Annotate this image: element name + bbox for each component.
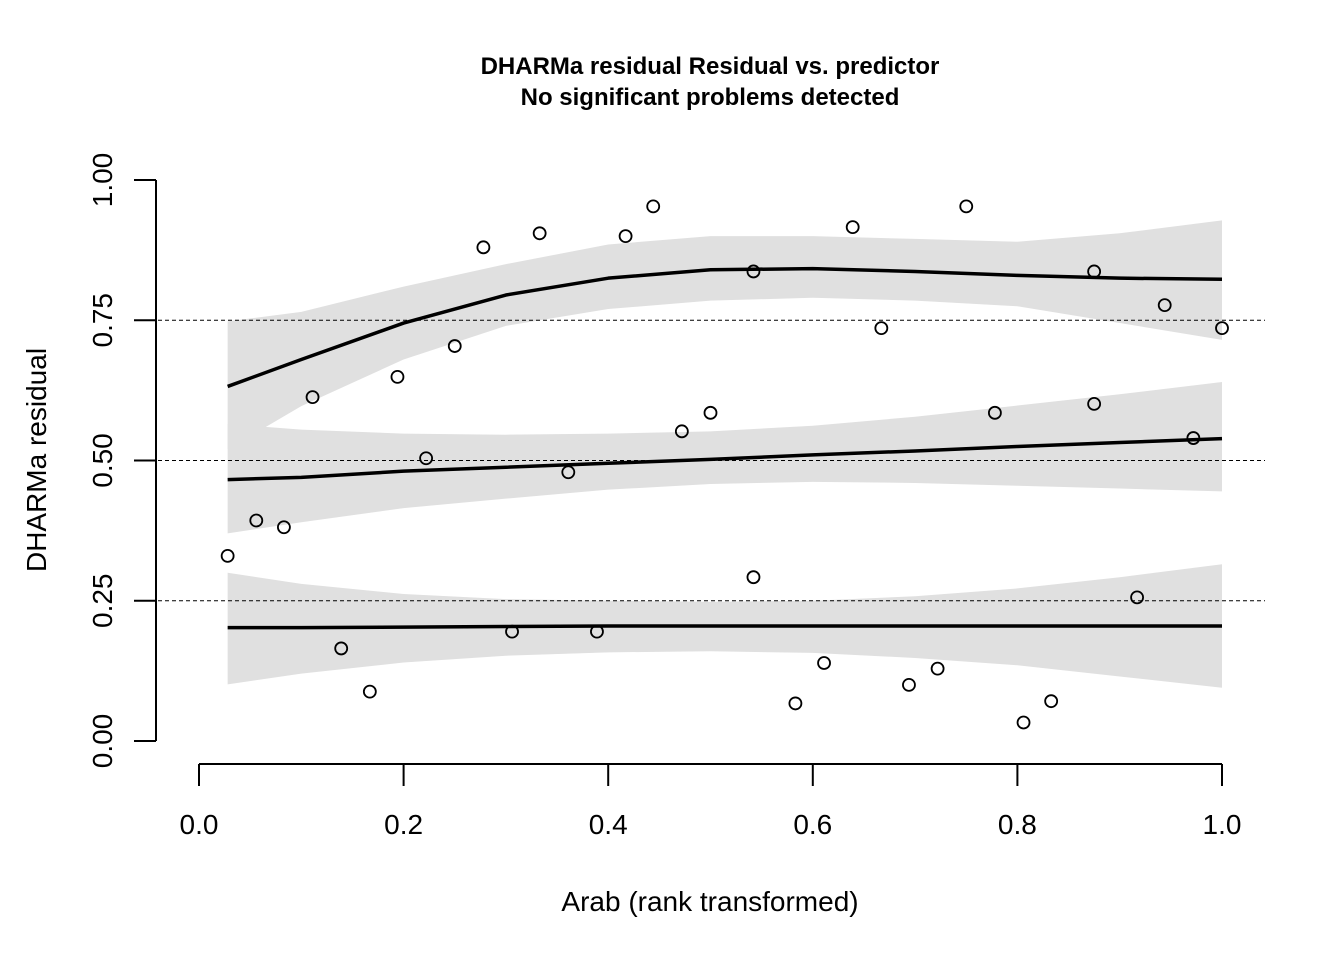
data-point [505,624,519,639]
fit-line-q0.75 [227,266,1223,389]
x-tick-label: 1.0 [1203,809,1242,840]
data-point [845,220,860,235]
x-axis: 0.0 0.2 0.4 0.6 0.8 1.0 [180,763,1242,840]
residual-points [220,199,1229,730]
data-point [1215,321,1229,336]
data-point [959,199,974,214]
data-point [746,264,761,279]
data-point [590,624,604,639]
y-tick-label: 0.25 [87,574,118,629]
data-point [249,513,264,528]
data-point [334,641,349,656]
fit-line-q0.5 [227,436,1223,482]
ribbon-q0.75 [227,220,1223,450]
data-point [703,405,718,420]
data-point [561,465,576,480]
data-point [1087,264,1102,279]
data-point [618,229,633,244]
confidence-ribbons [227,220,1223,688]
data-point [1044,694,1059,709]
y-axis-label: DHARMa residual [21,348,52,572]
data-point [674,424,689,439]
data-point [1157,298,1172,313]
data-point [788,696,803,711]
chart-title: DHARMa residual Residual vs. predictor [481,53,940,80]
data-point [1130,590,1144,605]
data-point [305,390,320,405]
data-point [277,520,291,535]
data-point [419,451,434,466]
data-point [930,661,945,676]
y-tick-label: 0.50 [87,433,118,488]
x-tick-label: 0.8 [998,809,1037,840]
data-point [1186,431,1201,445]
y-tick-label: 0.75 [87,293,118,348]
data-point [220,548,235,563]
data-point [1016,715,1031,730]
y-axis: 0.00 0.25 0.50 0.75 1.00 [87,153,157,769]
x-tick-label: 0.6 [793,809,832,840]
data-point [817,656,831,670]
x-tick-label: 0.2 [384,809,423,840]
x-tick-label: 0.4 [589,809,628,840]
y-tick-label: 1.00 [87,153,118,208]
data-point [902,678,916,692]
y-tick-label: 0.00 [87,714,118,769]
data-point [987,405,1002,420]
fit-line-q0.25 [227,624,1222,630]
chart-subtitle: No significant problems detected [521,84,900,111]
data-point [476,240,491,255]
data-point [447,339,462,353]
data-point [362,684,377,699]
data-point [532,226,547,241]
data-point [1087,396,1102,411]
x-tick-label: 0.0 [180,809,219,840]
data-point [874,321,889,336]
x-axis-label: Arab (rank transformed) [561,886,858,917]
data-point [390,370,405,384]
data-point [746,570,761,585]
data-point [646,199,661,214]
quantile-fit-lines [227,266,1223,630]
